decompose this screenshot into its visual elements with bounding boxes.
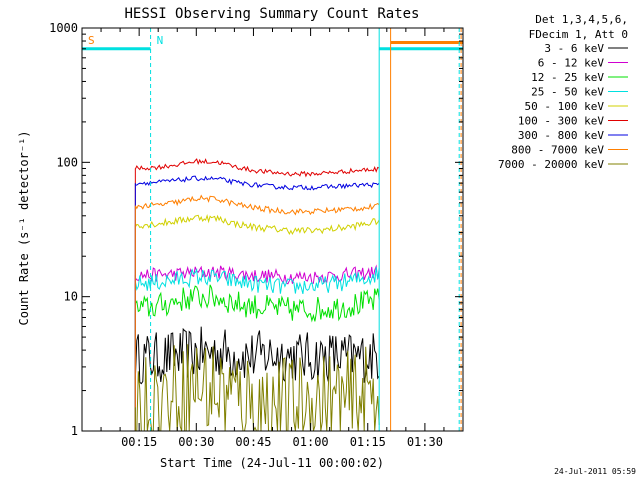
flag-label-n: N xyxy=(157,34,164,47)
y-axis-label: Count Rate (s⁻¹ detector⁻¹) xyxy=(17,130,31,325)
series-line-4 xyxy=(134,213,380,236)
series-line-7 xyxy=(134,194,380,216)
series-line-0 xyxy=(134,326,380,385)
x-tick-label: 01:30 xyxy=(407,435,443,449)
series-line-3 xyxy=(134,267,380,295)
series-line-2 xyxy=(134,284,380,323)
legend-label-7: 800 - 7000 keV xyxy=(511,144,604,157)
y-tick-label: 1 xyxy=(71,424,78,438)
flag-label-s: S xyxy=(88,34,95,47)
x-tick-label: 01:15 xyxy=(350,435,386,449)
y-tick-label: 100 xyxy=(56,155,78,169)
legend-header-line-2: FDecim 1, Att 0 xyxy=(529,28,628,41)
series-line-6 xyxy=(135,175,380,191)
chart-title: HESSI Observing Summary Count Rates xyxy=(124,6,419,22)
x-tick-label: 00:30 xyxy=(178,435,214,449)
legend-label-8: 7000 - 20000 keV xyxy=(498,158,604,171)
legend-label-0: 3 - 6 keV xyxy=(544,42,604,55)
timestamp: 24-Jul-2011 05:59 xyxy=(554,467,636,476)
legend-label-3: 25 - 50 keV xyxy=(531,86,604,99)
y-tick-label: 1000 xyxy=(49,21,78,35)
legend-label-1: 6 - 12 keV xyxy=(538,57,605,70)
x-tick-label: 00:15 xyxy=(121,435,157,449)
x-tick-label: 01:00 xyxy=(293,435,329,449)
legend-label-4: 50 - 100 keV xyxy=(525,100,605,113)
legend-label-2: 12 - 25 keV xyxy=(531,71,604,84)
series-line-5 xyxy=(134,158,380,178)
x-tick-label: 00:45 xyxy=(235,435,271,449)
legend-header-line-1: Det 1,3,4,5,6, xyxy=(535,13,628,26)
y-tick-label: 10 xyxy=(64,290,78,304)
legend-label-5: 100 - 300 keV xyxy=(518,115,604,128)
legend-label-6: 300 - 800 keV xyxy=(518,129,604,142)
x-axis-label: Start Time (24-Jul-11 00:00:02) xyxy=(160,456,384,470)
